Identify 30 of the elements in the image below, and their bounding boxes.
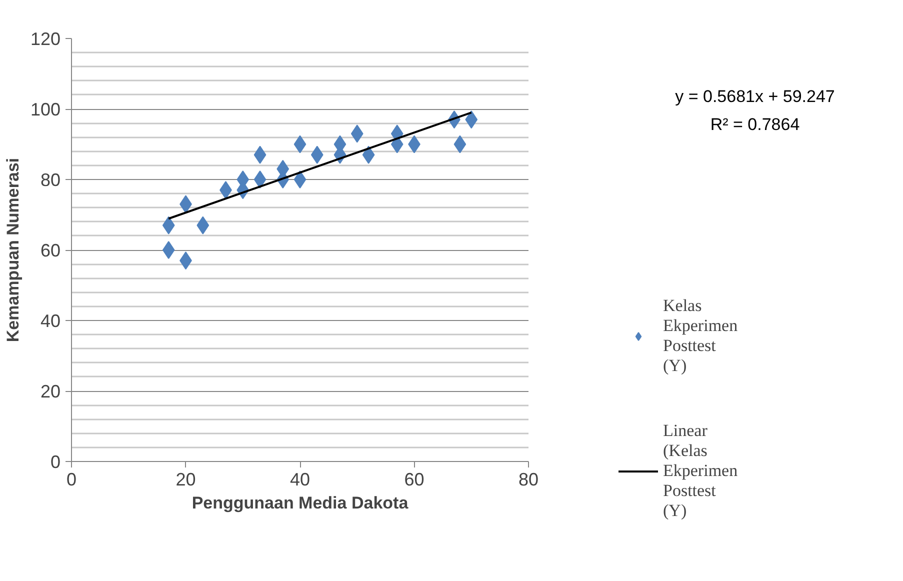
x-tick-label: 40 — [290, 470, 310, 490]
point — [162, 216, 175, 234]
y-tick-label: 0 — [50, 452, 61, 472]
y-tick-label: 20 — [40, 382, 61, 402]
point — [196, 216, 210, 234]
legend-label: Kelas Ekperimen Posttest (Y) — [663, 295, 738, 377]
point — [362, 146, 375, 164]
y-tick-label: 120 — [30, 29, 61, 49]
point — [350, 124, 364, 143]
text: R² = 0.7864 — [710, 115, 800, 134]
point — [294, 170, 306, 188]
point — [254, 146, 266, 164]
x-axis-title: Penggunaan Media Dakota — [192, 494, 409, 512]
point — [454, 135, 466, 154]
point — [465, 110, 478, 129]
x-tick-label: 0 — [66, 470, 77, 490]
text: y = 0.5681x + 59.247 — [675, 87, 835, 106]
legend-label: Linear (Kelas Ekperimen Posttest (Y) — [663, 421, 738, 521]
point — [294, 135, 306, 154]
point — [310, 146, 324, 164]
y-tick-label: 100 — [30, 100, 61, 120]
y-tick-label: 40 — [40, 311, 61, 331]
x-tick-label: 20 — [176, 470, 196, 490]
point — [162, 241, 175, 259]
x-tick-label: 80 — [518, 470, 539, 490]
y-axis-title: Kemampuan Numerasi — [3, 158, 22, 342]
point — [254, 170, 266, 188]
x-tick-label: 60 — [404, 470, 424, 490]
y-tick-label: 60 — [40, 240, 61, 260]
y-tick-label: 80 — [40, 170, 61, 190]
